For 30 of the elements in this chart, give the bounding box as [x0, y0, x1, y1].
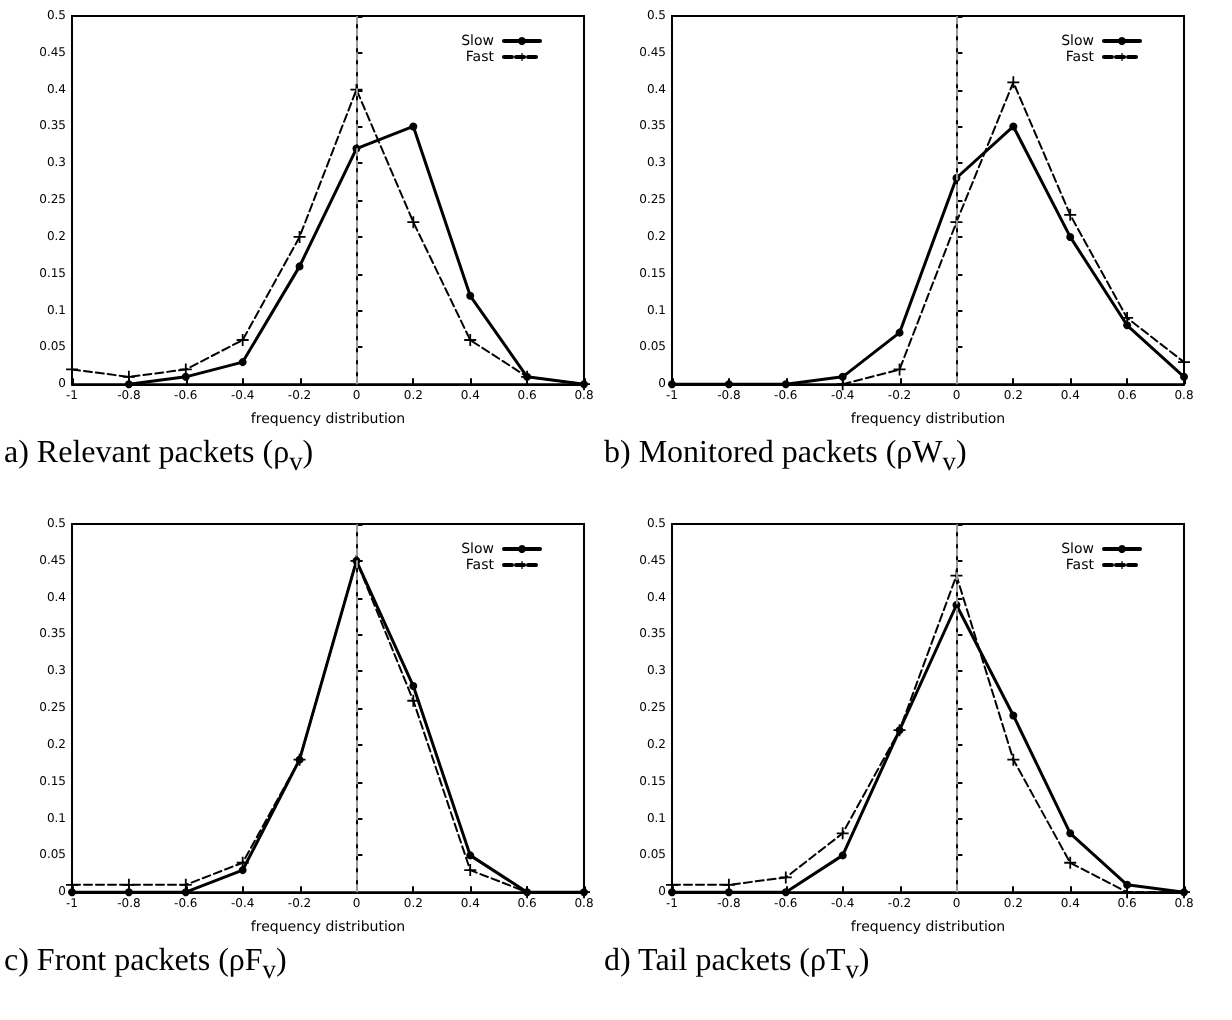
point — [464, 864, 477, 877]
point — [781, 888, 790, 897]
point — [1009, 122, 1018, 131]
point — [464, 334, 477, 347]
point — [409, 682, 418, 691]
point — [407, 216, 420, 229]
point — [1180, 372, 1188, 381]
point — [407, 694, 420, 707]
point — [836, 827, 849, 840]
point — [1066, 232, 1075, 241]
point — [781, 380, 790, 389]
point — [838, 851, 847, 860]
point — [1007, 753, 1020, 766]
point — [1007, 76, 1020, 89]
point — [181, 372, 190, 381]
point — [1064, 856, 1077, 869]
point — [466, 851, 475, 860]
text: b) Monitored packets (ρW$_{v}$) — [602, 436, 969, 479]
point — [1066, 829, 1075, 838]
text: c) Front packets (ρF$_{v}$) — [2, 944, 289, 987]
point — [895, 328, 904, 337]
point — [409, 122, 418, 131]
point — [295, 262, 304, 271]
point — [1064, 208, 1077, 221]
point — [236, 334, 249, 347]
text: a) Relevant packets (ρ$_{v}$) — [2, 436, 316, 479]
point — [466, 291, 475, 300]
point — [238, 358, 247, 367]
point — [1009, 711, 1018, 720]
text: d) Tail packets (ρT$_{v}$) — [602, 944, 872, 987]
